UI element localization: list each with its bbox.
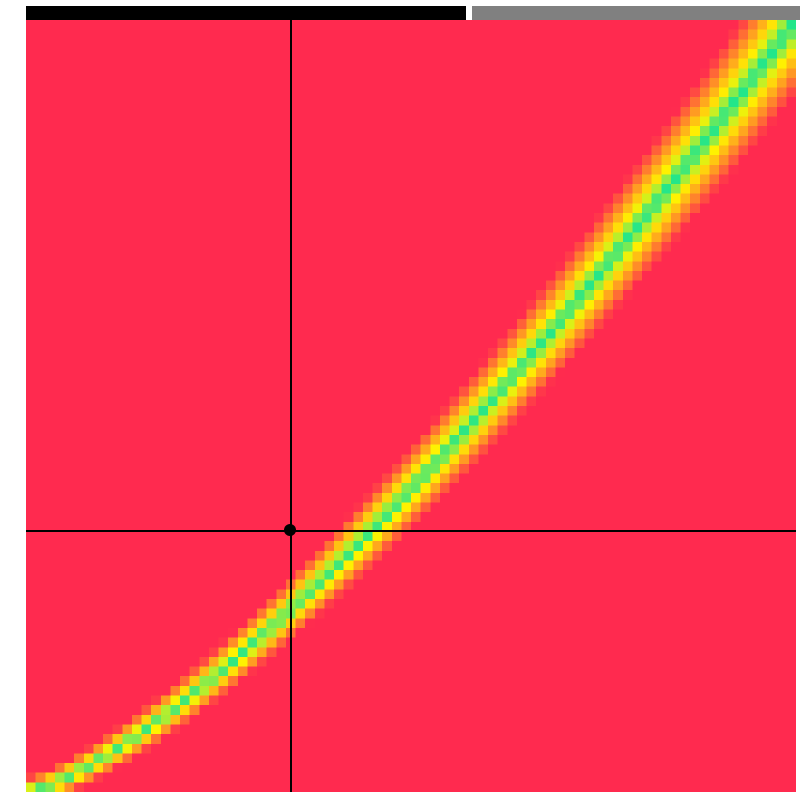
chart-container xyxy=(0,0,800,800)
left-margin-block xyxy=(0,578,26,792)
x-axis-line xyxy=(26,530,796,532)
top-bar-right xyxy=(472,6,800,20)
left-margin-block xyxy=(0,540,26,558)
left-margin-block xyxy=(0,20,26,520)
heatmap-canvas xyxy=(26,20,796,792)
top-bar-left xyxy=(26,6,466,20)
origin-marker xyxy=(284,524,296,536)
y-axis-line xyxy=(290,20,292,792)
